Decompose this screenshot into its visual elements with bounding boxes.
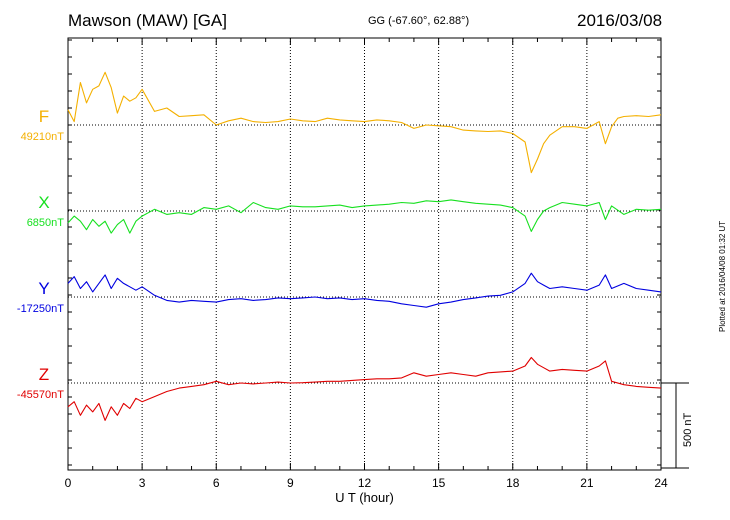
- x-tick-label: 3: [139, 476, 146, 490]
- series-line-z: [67, 356, 662, 421]
- series-line-f: [67, 71, 662, 174]
- series-baseline-label-y: -17250nT: [17, 303, 64, 315]
- series-name-z: Z: [39, 365, 49, 384]
- x-tick-label: 0: [65, 476, 72, 490]
- series-baseline-label-f: 49210nT: [21, 131, 65, 143]
- station-coordinates: GG (-67.60°, 62.88°): [368, 15, 470, 27]
- x-tick-label: 12: [358, 476, 372, 490]
- chart-date: 2016/03/08: [577, 11, 663, 30]
- x-tick-label: 15: [432, 476, 446, 490]
- series-name-x: X: [38, 193, 49, 212]
- series-name-y: Y: [38, 279, 49, 298]
- x-tick-label: 9: [287, 476, 294, 490]
- series-baseline-label-x: 6850nT: [27, 217, 65, 229]
- series-name-f: F: [39, 107, 49, 126]
- x-tick-label: 24: [654, 476, 668, 490]
- x-axis-label: U T (hour): [335, 490, 394, 505]
- plotted-timestamp: Plotted at 2016/04/08 01:32 UT: [718, 220, 727, 332]
- x-tick-label: 21: [580, 476, 594, 490]
- x-tick-label: 6: [213, 476, 220, 490]
- scale-bar-label: 500 nT: [682, 412, 694, 447]
- series-line-y: [67, 272, 662, 308]
- x-tick-label: 18: [506, 476, 520, 490]
- chart-title: Mawson (MAW) [GA]: [68, 11, 227, 30]
- series-line-x: [67, 199, 662, 234]
- series-baseline-label-z: -45570nT: [17, 389, 64, 401]
